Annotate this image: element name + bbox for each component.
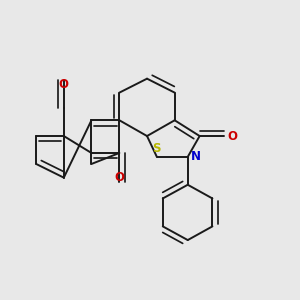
Text: N: N [191,150,201,163]
Text: O: O [59,77,69,91]
Text: O: O [114,171,124,184]
Text: O: O [228,130,238,142]
Text: S: S [153,142,161,155]
